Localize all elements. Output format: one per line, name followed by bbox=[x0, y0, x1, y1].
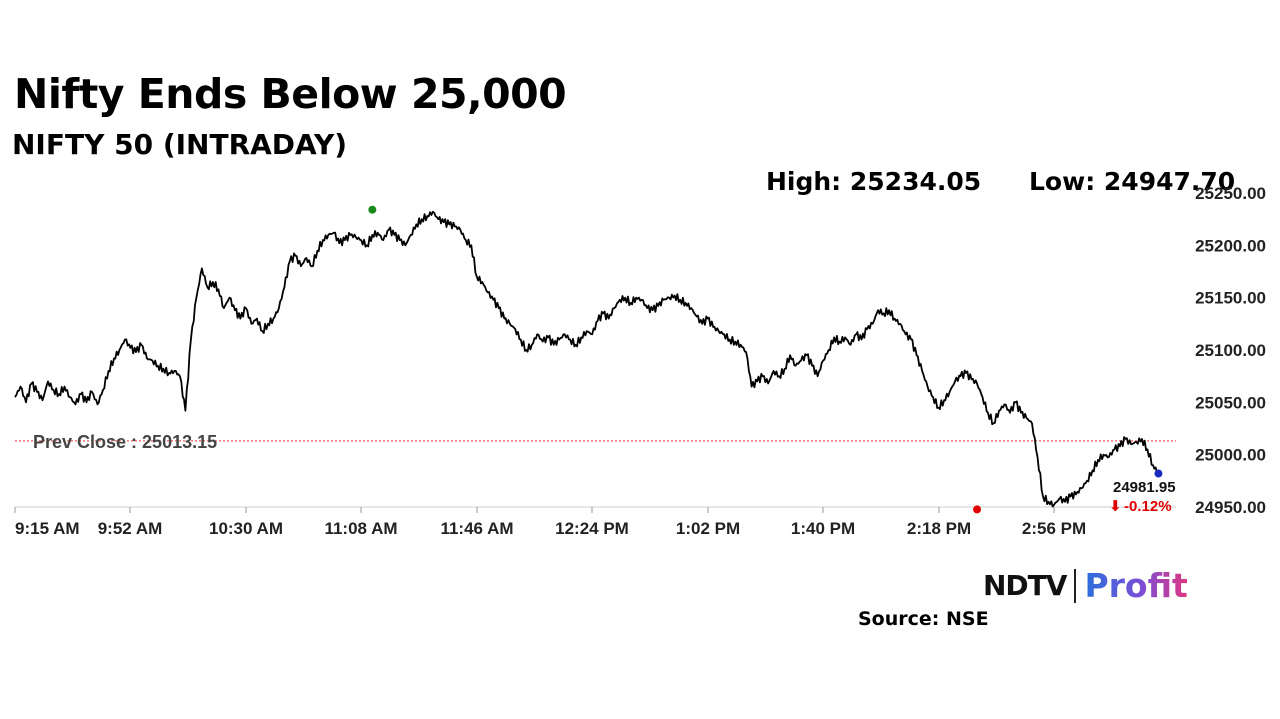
x-tick-label: 10:30 AM bbox=[209, 519, 283, 538]
day-high-marker bbox=[368, 205, 377, 214]
x-tick-label: 9:15 AM bbox=[15, 519, 80, 538]
prev-close-label: Prev Close : 25013.15 bbox=[33, 432, 217, 452]
source-note: Source: NSE bbox=[858, 608, 989, 630]
y-tick-label: 25200.00 bbox=[1195, 236, 1266, 255]
y-tick-label: 25000.00 bbox=[1195, 446, 1266, 465]
brand-ndtv-text: NDTV bbox=[983, 569, 1067, 602]
percent-change-label: -0.12% bbox=[1124, 498, 1172, 515]
last-price-marker bbox=[1154, 469, 1163, 478]
x-tick-label: 11:46 AM bbox=[440, 519, 513, 538]
high-value-label: High: 25234.05 bbox=[766, 167, 982, 196]
y-tick-label: 24950.00 bbox=[1195, 498, 1266, 517]
last-price-label: 24981.95 bbox=[1113, 479, 1176, 496]
change-arrow-icon: ⬇ bbox=[1109, 497, 1122, 515]
x-tick-label: 2:56 PM bbox=[1022, 519, 1086, 538]
x-tick-label: 11:08 AM bbox=[324, 519, 397, 538]
x-tick-label: 2:18 PM bbox=[907, 519, 971, 538]
ndtv-profit-logo: NDTV Profit bbox=[983, 566, 1188, 605]
day-low-marker bbox=[973, 505, 982, 514]
brand-divider bbox=[1074, 568, 1077, 603]
low-value-label: Low: 24947.70 bbox=[1029, 167, 1236, 196]
y-tick-label: 25050.00 bbox=[1195, 393, 1266, 412]
y-tick-label: 25100.00 bbox=[1195, 341, 1266, 360]
y-tick-label: 25250.00 bbox=[1195, 184, 1266, 203]
x-tick-label: 1:40 PM bbox=[791, 519, 855, 538]
y-tick-label: 25150.00 bbox=[1195, 289, 1266, 308]
chart-title: Nifty Ends Below 25,000 bbox=[14, 70, 567, 118]
nifty-price-line bbox=[14, 210, 1159, 508]
x-tick-label: 12:24 PM bbox=[555, 519, 629, 538]
chart-subtitle: NIFTY 50 (INTRADAY) bbox=[12, 128, 348, 161]
brand-profit-text: Profit bbox=[1084, 566, 1188, 605]
x-tick-label: 9:52 AM bbox=[98, 519, 163, 538]
x-tick-label: 1:02 PM bbox=[676, 519, 740, 538]
